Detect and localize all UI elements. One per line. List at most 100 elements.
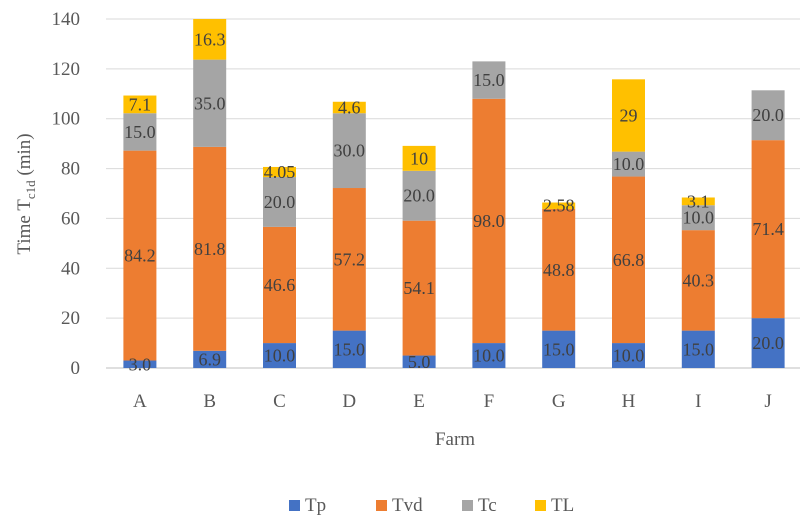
bar-segment-tl [193,19,227,60]
y-tick-label: 120 [52,59,81,80]
y-axis-title-unit: (min) [14,133,35,180]
y-tick-label: 140 [52,9,81,30]
legend-item-tc: Tc [462,495,497,516]
data-label-tvd: 81.8 [194,239,226,259]
bar-segment-tp [612,343,645,368]
y-axis-title-main: Time T [14,199,35,255]
legend-item-tp: Tp [289,495,326,516]
legend-label: TL [551,495,574,516]
data-label-tvd: 84.2 [124,246,156,266]
data-label-tl: 2.58 [543,196,575,216]
bar-segment-tc [332,113,366,189]
data-label-tvd: 57.2 [334,249,366,269]
data-label-tc: 15.0 [124,122,156,142]
y-tick-label: 60 [61,208,80,229]
y-axis-title: Time Tc1d (min) [14,133,38,254]
bar-segment-tl [612,79,645,152]
bar-segment-tvd [612,176,645,344]
data-label-tvd: 40.3 [683,270,715,290]
bar-segment-tvd [263,226,296,344]
data-label-tl: 10 [410,148,428,168]
bar-segment-tvd [123,150,157,361]
data-label-tp: 5.0 [408,352,431,372]
legend-swatch [535,500,546,511]
x-tick-label: B [203,391,216,412]
data-label-tl: 16.3 [194,29,226,49]
bar-segment-tp [542,330,576,368]
legend-swatch [462,500,473,511]
bar-segment-tp [751,318,785,368]
bar-segment-tc [681,205,715,231]
bar-segment-tp [263,343,296,368]
bar-segment-tvd [193,146,227,351]
x-tick-label: H [622,391,636,412]
bar-segment-tc [263,177,296,227]
data-label-tp: 20.0 [752,333,784,353]
x-tick-label: J [764,391,771,412]
data-label-tl: 7.1 [129,94,152,114]
bar-segment-tl [542,202,576,209]
legend-item-tvd: Tvd [376,495,423,516]
x-tick-label: D [342,391,356,412]
data-label-tl: 4.05 [264,162,296,182]
legend-item-tl: TL [535,495,574,516]
legend-label: Tvd [392,495,423,516]
data-label-tc: 30.0 [334,141,366,161]
data-label-tc: 35.0 [194,93,226,113]
bar-segment-tp [681,330,715,368]
data-label-tl: 29 [620,105,638,125]
x-axis-ticks: A B C D E F G H I J [133,391,772,412]
bar-segment-tc [751,90,785,141]
y-tick-label: 20 [61,308,80,329]
bar-segment-tc [612,151,645,177]
bar-segment-tc [123,113,157,151]
bar-segment-tp [332,330,366,368]
bar-segment-tvd [332,188,366,331]
bar-segment-tvd [402,220,436,356]
data-label-tvd: 66.8 [613,250,645,270]
bar-segment-tl [332,101,366,114]
y-axis-title-sub: c1d [23,180,38,199]
data-label-tc: 10.0 [613,154,645,174]
x-tick-label: G [552,391,566,412]
data-label-tc: 20.0 [752,105,784,125]
x-tick-label: C [273,391,286,412]
bar-segment-tvd [751,140,785,319]
bar-segment-tp [193,350,227,368]
bar-segment-tc [193,59,227,147]
y-axis-ticks: 0 20 40 60 80 100 120 140 [52,9,81,379]
x-tick-label: E [413,391,425,412]
y-tick-label: 100 [52,109,81,130]
data-label-tl: 4.6 [338,97,361,117]
data-label-tvd: 48.8 [543,260,575,280]
bar-segment-tp [123,360,157,368]
data-label-tp: 15.0 [683,339,715,359]
bar-segment-tl [681,197,715,206]
data-label-tvd: 54.1 [403,278,435,298]
data-label-tvd: 46.6 [264,275,296,295]
data-label-tc: 15.0 [473,70,505,90]
data-label-tc: 10.0 [683,208,715,228]
data-label-tp: 10.0 [613,346,645,366]
bar-segment-tvd [542,208,576,331]
data-label-tc: 20.0 [264,192,296,212]
bar-segment-tvd [681,230,715,331]
x-tick-label: A [133,391,147,412]
data-label-tp: 10.0 [264,346,296,366]
x-tick-label: F [484,391,495,412]
legend-swatch [289,500,300,511]
y-tick-label: 80 [61,159,80,180]
y-tick-label: 40 [61,258,80,279]
data-label-tp: 3.0 [129,354,152,374]
x-axis-title: Farm [435,429,475,450]
x-tick-label: I [695,391,701,412]
data-label-tvd: 71.4 [752,219,784,239]
bar-segment-tc [402,170,436,221]
data-labels: 3.0 84.2 15.0 7.1 6.9 81.8 35.0 16.3 10.0 46.6 20.… [124,29,784,374]
bar-segment-tvd [472,98,506,344]
data-label-tl: 3.1 [687,191,710,211]
bar-segment-tp [402,355,436,368]
data-label-tc: 20.0 [403,186,435,206]
data-label-tp: 6.9 [198,349,221,369]
bar-segment-tp [472,343,506,368]
